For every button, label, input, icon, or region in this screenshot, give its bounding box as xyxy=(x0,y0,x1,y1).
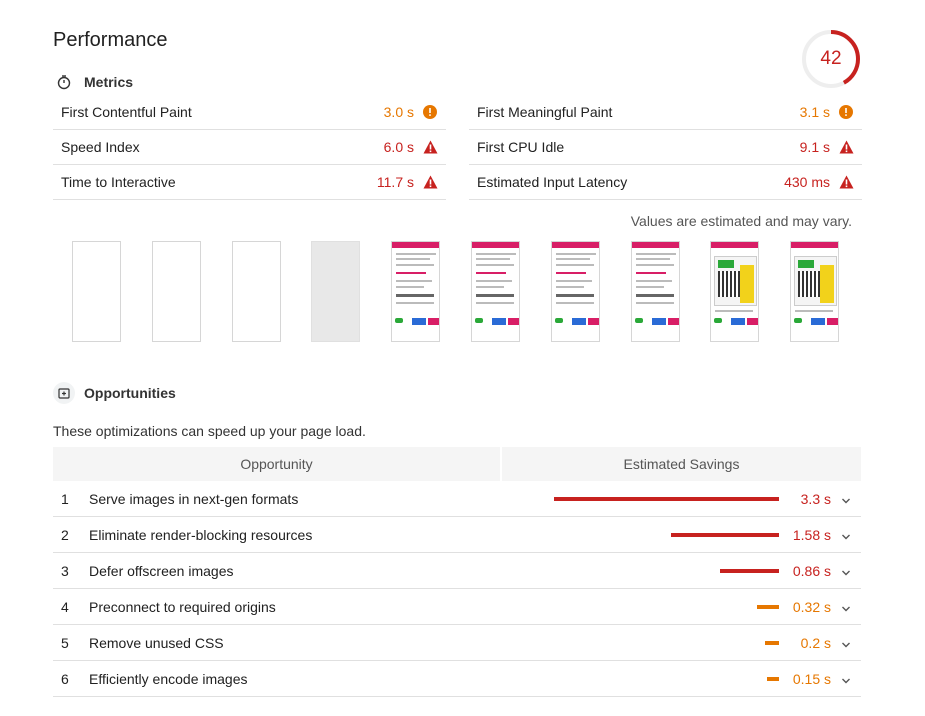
opportunity-title: Preconnect to required origins xyxy=(89,598,276,615)
opportunity-number: 4 xyxy=(61,598,69,615)
savings-bar xyxy=(720,569,779,573)
opportunity-number: 1 xyxy=(61,490,69,507)
metrics-title: Metrics xyxy=(84,74,134,90)
metrics-left-column: First Contentful Paint 3.0 s Speed Index… xyxy=(53,95,446,200)
warning-triangle-icon xyxy=(838,174,854,190)
savings-value: 1.58 s xyxy=(792,526,831,543)
opportunity-title: Eliminate render-blocking resources xyxy=(89,526,313,543)
savings-value: 0.32 s xyxy=(792,598,831,615)
estimate-note: Values are estimated and may vary. xyxy=(630,213,852,229)
score-gauge: 42 xyxy=(801,29,861,89)
chevron-down-icon[interactable] xyxy=(841,565,851,581)
savings-value: 0.86 s xyxy=(792,562,831,579)
info-circle-icon xyxy=(422,104,438,120)
metric-row: Estimated Input Latency 430 ms xyxy=(469,165,862,200)
metric-label: Estimated Input Latency xyxy=(477,174,628,190)
filmstrip-frame xyxy=(551,241,600,342)
metric-value: 6.0 s xyxy=(383,139,414,155)
metric-label: Speed Index xyxy=(61,139,140,155)
stopwatch-icon xyxy=(53,71,75,93)
savings-bar xyxy=(767,677,779,681)
filmstrip-frame xyxy=(72,241,121,342)
filmstrip-frame xyxy=(391,241,440,342)
filmstrip-frame xyxy=(710,241,759,342)
opportunity-number: 5 xyxy=(61,634,69,651)
metric-label: First CPU Idle xyxy=(477,139,565,155)
filmstrip-frame xyxy=(471,241,520,342)
opportunities-title: Opportunities xyxy=(84,385,176,401)
savings-bar xyxy=(765,641,779,645)
warning-triangle-icon xyxy=(422,174,438,190)
opportunity-row[interactable]: 1 Serve images in next-gen formats 3.3 s xyxy=(53,481,861,517)
filmstrip-frame xyxy=(631,241,680,342)
page-title: Performance xyxy=(53,29,168,51)
metric-label: First Meaningful Paint xyxy=(477,104,613,120)
warning-triangle-icon xyxy=(422,139,438,155)
filmstrip-frame xyxy=(790,241,839,342)
savings-bar xyxy=(554,497,779,501)
score-value: 42 xyxy=(820,48,842,69)
opportunities-description: These optimizations can speed up your pa… xyxy=(53,423,366,439)
metric-value: 11.7 s xyxy=(376,174,414,190)
opportunity-number: 2 xyxy=(61,526,69,543)
warning-triangle-icon xyxy=(838,139,854,155)
savings-bar xyxy=(757,605,779,609)
filmstrip-frame xyxy=(152,241,201,342)
filmstrip-frame xyxy=(232,241,281,342)
table-body: 1 Serve images in next-gen formats 3.3 s 2 E… xyxy=(53,481,861,697)
savings-bar xyxy=(671,533,779,537)
chevron-down-icon[interactable] xyxy=(841,673,851,689)
opportunity-number: 6 xyxy=(61,670,69,687)
metric-row: First CPU Idle 9.1 s xyxy=(469,130,862,165)
metric-value: 3.0 s xyxy=(383,104,414,120)
metric-row: Time to Interactive 11.7 s xyxy=(53,165,446,200)
score-gauge-ring xyxy=(802,30,860,88)
opportunity-row[interactable]: 2 Eliminate render-blocking resources 1.58… xyxy=(53,517,861,553)
opportunity-row[interactable]: 3 Defer offscreen images 0.86 s xyxy=(53,553,861,589)
opportunity-number: 3 xyxy=(61,562,69,579)
opportunity-row[interactable]: 5 Remove unused CSS 0.2 s xyxy=(53,625,861,661)
savings-value: 0.2 s xyxy=(800,634,831,651)
savings-value: 3.3 s xyxy=(800,490,831,507)
opportunity-row[interactable]: 4 Preconnect to required origins 0.32 s xyxy=(53,589,861,625)
opportunity-title: Defer offscreen images xyxy=(89,562,234,579)
chevron-down-icon[interactable] xyxy=(841,637,851,653)
chevron-down-icon[interactable] xyxy=(841,601,851,617)
chevron-down-icon[interactable] xyxy=(841,493,851,509)
column-estimated-savings: Estimated Savings xyxy=(502,447,861,481)
metric-label: First Contentful Paint xyxy=(61,104,192,120)
chevron-down-icon[interactable] xyxy=(841,529,851,545)
opportunity-title: Serve images in next-gen formats xyxy=(89,490,299,507)
opportunity-row[interactable]: 6 Efficiently encode images 0.15 s xyxy=(53,661,861,697)
savings-value: 0.15 s xyxy=(792,670,831,687)
metric-value: 9.1 s xyxy=(799,139,830,155)
metric-row: First Contentful Paint 3.0 s xyxy=(53,95,446,130)
opportunity-icon xyxy=(53,382,75,404)
opportunity-title: Efficiently encode images xyxy=(89,670,248,687)
filmstrip-frame xyxy=(311,241,360,342)
metric-label: Time to Interactive xyxy=(61,174,176,190)
opportunities-heading: Opportunities xyxy=(53,382,176,404)
filmstrip xyxy=(72,241,852,342)
metrics-right-column: First Meaningful Paint 3.1 s First CPU I… xyxy=(469,95,862,200)
table-header: Opportunity Estimated Savings xyxy=(53,447,861,481)
opportunities-table: Opportunity Estimated Savings 1 Serve ima… xyxy=(53,447,861,697)
metric-row: Speed Index 6.0 s xyxy=(53,130,446,165)
metrics-heading: Metrics xyxy=(53,71,133,93)
metric-row: First Meaningful Paint 3.1 s xyxy=(469,95,862,130)
metric-value: 3.1 s xyxy=(799,104,830,120)
opportunity-title: Remove unused CSS xyxy=(89,634,224,651)
column-opportunity: Opportunity xyxy=(53,447,500,481)
info-circle-icon xyxy=(838,104,854,120)
metric-value: 430 ms xyxy=(784,174,830,190)
